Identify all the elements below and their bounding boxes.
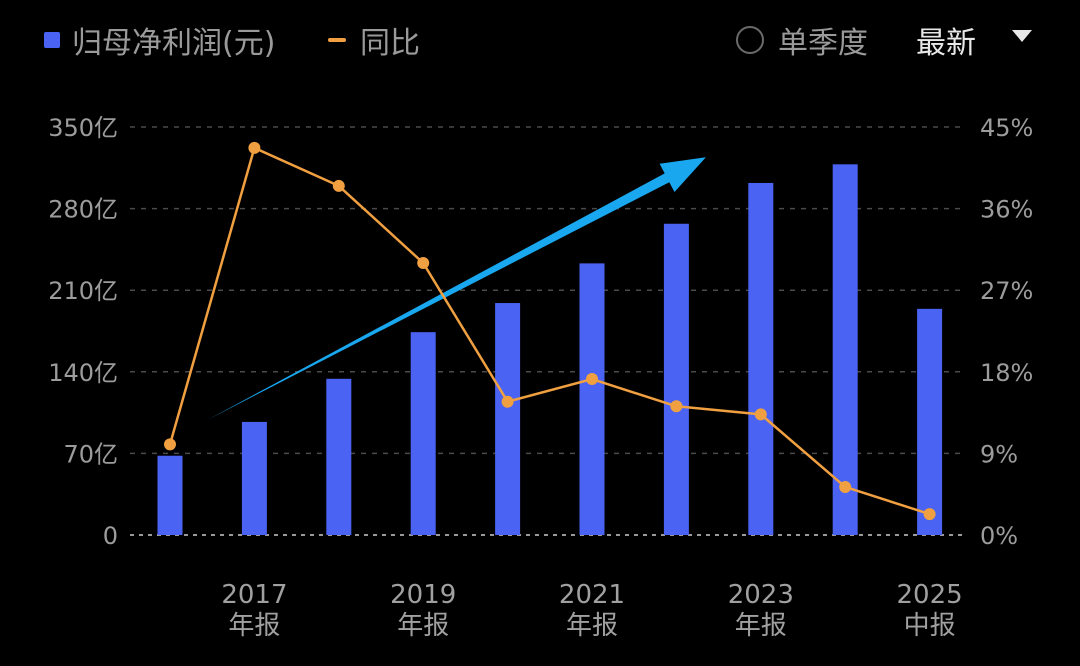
y-right-tick-label: 45% bbox=[980, 114, 1033, 142]
bar[interactable] bbox=[326, 378, 352, 535]
y-left-tick-label: 70亿 bbox=[63, 440, 118, 468]
y-left-tick-label: 280亿 bbox=[48, 196, 118, 224]
y-left-tick-label: 350亿 bbox=[48, 114, 118, 142]
radio-circle-icon[interactable] bbox=[736, 26, 764, 54]
yoy-point[interactable] bbox=[839, 480, 852, 493]
bar-series bbox=[157, 164, 943, 536]
period-select[interactable]: 最新 bbox=[916, 18, 1032, 62]
x-tick-year: 2019 bbox=[390, 580, 456, 610]
yoy-point[interactable] bbox=[501, 395, 514, 408]
yoy-line bbox=[168, 146, 930, 516]
bar[interactable] bbox=[410, 332, 436, 535]
grid-lines bbox=[130, 126, 966, 536]
legend-line-swatch bbox=[328, 38, 346, 42]
bar[interactable] bbox=[579, 263, 605, 535]
legend-yoy: 同比 bbox=[328, 18, 420, 62]
y-right-tick-label: 9% bbox=[980, 440, 1018, 468]
line-series bbox=[164, 141, 936, 521]
bar[interactable] bbox=[157, 455, 183, 535]
yoy-point[interactable] bbox=[586, 373, 598, 386]
x-tick-year: 2025 bbox=[897, 580, 963, 610]
y-axis-right: 0% 9% 18% 27% 36% 45% bbox=[980, 114, 1033, 550]
y-right-tick-label: 27% bbox=[980, 277, 1033, 305]
y-right-tick-label: 36% bbox=[980, 196, 1033, 224]
single-quarter-label: 单季度 bbox=[778, 26, 868, 61]
x-tick-report-type: 中报 bbox=[904, 611, 956, 641]
yoy-point[interactable] bbox=[248, 141, 261, 154]
trend-arrow-shape bbox=[208, 157, 706, 420]
x-tick-report-type: 年报 bbox=[397, 611, 449, 641]
x-tick-year: 2021 bbox=[559, 580, 625, 610]
bar[interactable] bbox=[663, 223, 689, 536]
y-left-tick-label: 140亿 bbox=[48, 359, 118, 387]
y-left-tick-label: 210亿 bbox=[48, 277, 118, 305]
bar[interactable] bbox=[832, 164, 858, 535]
bar[interactable] bbox=[241, 421, 267, 535]
yoy-point[interactable] bbox=[417, 257, 430, 269]
x-tick-year: 2017 bbox=[221, 580, 287, 610]
period-select-label: 最新 bbox=[916, 26, 976, 61]
x-tick-year: 2023 bbox=[728, 580, 794, 610]
x-tick-report-type: 年报 bbox=[735, 611, 787, 641]
yoy-point[interactable] bbox=[670, 400, 683, 413]
single-quarter-toggle[interactable]: 单季度 bbox=[736, 18, 868, 62]
legend-bar-swatch bbox=[44, 32, 60, 48]
legend-line-label: 同比 bbox=[360, 26, 420, 61]
bar[interactable] bbox=[917, 308, 943, 535]
yoy-point[interactable] bbox=[923, 508, 936, 521]
yoy-point[interactable] bbox=[754, 408, 767, 421]
trend-arrow bbox=[208, 157, 706, 420]
bar[interactable] bbox=[495, 303, 521, 535]
legend-bar-label: 归母净利润(元) bbox=[72, 26, 276, 61]
yoy-point[interactable] bbox=[332, 179, 345, 192]
y-left-tick-label: 0 bbox=[103, 522, 118, 550]
legend-net-profit: 归母净利润(元) bbox=[44, 18, 275, 62]
y-axis-left: 0 70亿 140亿 210亿 280亿 350亿 bbox=[48, 114, 118, 550]
yoy-point[interactable] bbox=[164, 438, 176, 451]
x-tick-report-type: 年报 bbox=[228, 611, 280, 641]
caret-down-icon[interactable] bbox=[1012, 30, 1032, 42]
y-right-tick-label: 0% bbox=[980, 522, 1018, 550]
y-right-tick-label: 18% bbox=[980, 359, 1033, 387]
x-tick-report-type: 年报 bbox=[566, 611, 618, 641]
bar[interactable] bbox=[748, 182, 774, 535]
